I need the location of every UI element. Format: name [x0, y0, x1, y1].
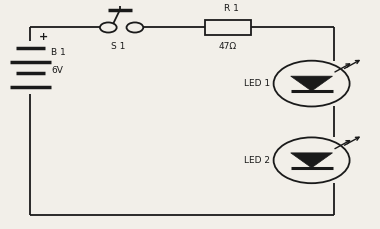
- Text: 6V: 6V: [51, 66, 63, 76]
- Polygon shape: [291, 153, 332, 168]
- Bar: [205, 20, 251, 35]
- Text: S 1: S 1: [111, 42, 125, 51]
- Circle shape: [127, 22, 143, 33]
- Text: R 1: R 1: [224, 4, 239, 13]
- Text: +: +: [39, 32, 48, 42]
- Text: LED 1: LED 1: [244, 79, 270, 88]
- Polygon shape: [291, 76, 332, 91]
- Circle shape: [274, 61, 350, 106]
- Text: B 1: B 1: [51, 48, 66, 57]
- Text: LED 2: LED 2: [244, 156, 270, 165]
- Circle shape: [274, 137, 350, 183]
- Text: 47Ω: 47Ω: [219, 42, 237, 51]
- Circle shape: [100, 22, 117, 33]
